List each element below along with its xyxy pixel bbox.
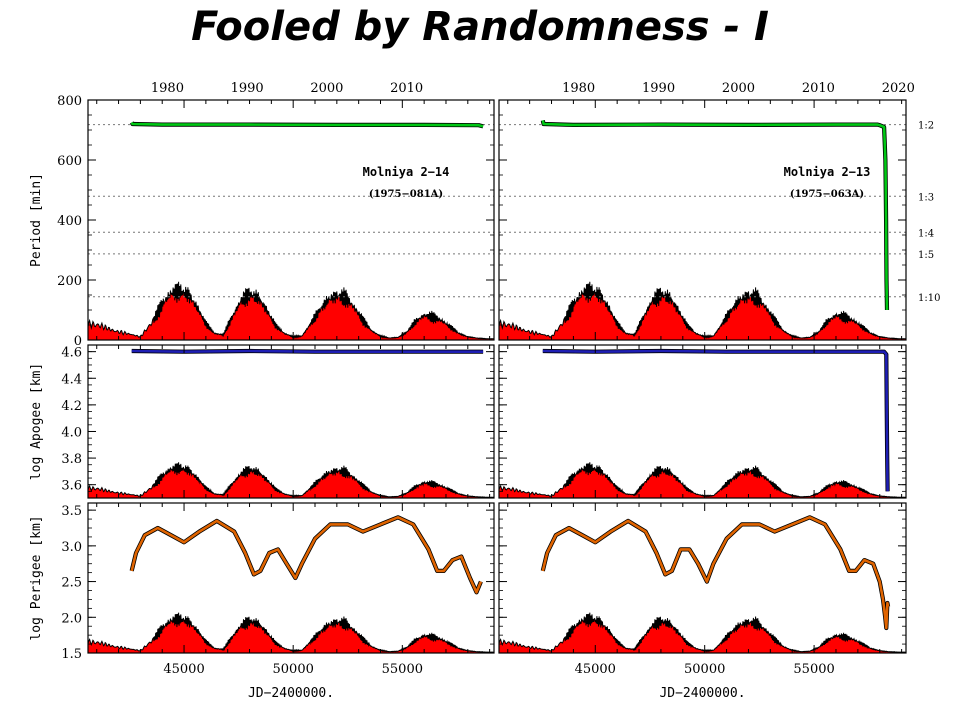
panel-perigee-left: 1.5 2.0 2.5 3.0 3.5 log Perigee [km] 45000 5000… xyxy=(29,502,495,701)
resonance-label: 1:3 xyxy=(918,192,934,203)
resonance-label: 1:5 xyxy=(918,250,934,261)
solar-activity-area xyxy=(87,462,495,499)
apogee-series-line xyxy=(542,349,889,492)
x-axis-label: JD−2400000. xyxy=(659,686,745,701)
series-outline xyxy=(540,515,891,631)
satellite-name: Molniya 2−14 xyxy=(363,165,450,179)
x-tick-label: 45000 xyxy=(163,662,204,677)
year-tick-label: 2000 xyxy=(722,81,755,96)
y-tick-label: 3.8 xyxy=(61,452,82,467)
panel-period-right: 1:2 1:3 1:4 1:5 1:10 1980 1990 2000 2010 2020 Moln… xyxy=(498,81,940,341)
year-tick-label: 2000 xyxy=(310,81,343,96)
year-tick-label: 2010 xyxy=(390,81,423,96)
x-tick-label: 50000 xyxy=(273,662,314,677)
y-tick-label: 200 xyxy=(57,274,82,289)
satellite-designation: (1975−081A) xyxy=(369,189,443,200)
period-series-line xyxy=(541,120,889,311)
x-tick-label: 55000 xyxy=(382,662,423,677)
satellite-name: Molniya 2−13 xyxy=(784,165,871,179)
perigee-series-line xyxy=(541,516,890,630)
plot-frame xyxy=(498,99,907,341)
panel-apogee-left: 3.6 3.8 4.0 4.2 4.4 4.6 log Apogee [km] xyxy=(29,344,495,499)
year-tick-label: 1980 xyxy=(562,81,595,96)
x-tick-label: 50000 xyxy=(684,662,725,677)
perigee-series-line xyxy=(130,516,483,594)
year-tick-label: 1990 xyxy=(642,81,675,96)
plot-frame xyxy=(498,502,907,654)
y-tick-label: 2.5 xyxy=(61,576,82,591)
y-tick-label: 4.4 xyxy=(61,372,82,387)
y-tick-label: 3.6 xyxy=(61,479,82,494)
y-tick-label: 800 xyxy=(57,94,82,109)
panel-perigee-right: 45000 50000 55000 JD−2400000. xyxy=(498,502,907,701)
solar-activity-area xyxy=(498,462,907,499)
plot-frame xyxy=(87,99,495,341)
y-tick-label: 2.0 xyxy=(61,611,82,626)
y-tick-label: 1.5 xyxy=(61,647,82,662)
y-axis-label: log Perigee [km] xyxy=(29,515,44,640)
solar-activity-area xyxy=(87,612,495,654)
resonance-label: 1:4 xyxy=(918,228,934,239)
x-axis-label: JD−2400000. xyxy=(248,686,334,701)
plot-frame xyxy=(87,344,495,499)
period-series-line xyxy=(130,121,484,128)
y-tick-label: 4.2 xyxy=(61,399,82,414)
y-tick-label: 3.0 xyxy=(61,540,82,555)
y-axis-label: log Apogee [km] xyxy=(29,363,44,480)
y-tick-label: 4.6 xyxy=(61,346,82,361)
satellite-designation: (1975−063A) xyxy=(790,189,864,200)
y-tick-label: 600 xyxy=(57,154,82,169)
y-axis-label: Period [min] xyxy=(29,173,44,267)
y-tick-label: 4.0 xyxy=(61,425,82,440)
panel-apogee-right xyxy=(498,344,907,499)
x-tick-label: 55000 xyxy=(793,662,834,677)
plot-frame xyxy=(87,502,495,654)
solar-activity-area xyxy=(498,281,907,341)
resonance-label: 1:2 xyxy=(918,121,934,132)
x-tick-label: 45000 xyxy=(575,662,616,677)
solar-activity-area xyxy=(87,281,495,341)
year-tick-label: 1990 xyxy=(231,81,264,96)
series-outline xyxy=(540,119,890,311)
year-tick-label: 2010 xyxy=(802,81,835,96)
year-tick-label: 1980 xyxy=(151,81,184,96)
y-tick-label: 0 xyxy=(74,334,82,349)
solar-activity-area xyxy=(498,612,907,654)
panel-period-left: 0 200 400 600 800 Period [min] 1980 1990 2000 201… xyxy=(29,81,495,349)
plot-frame xyxy=(498,344,907,499)
y-tick-label: 3.5 xyxy=(61,504,82,519)
slide-title: Fooled by Randomness - I xyxy=(191,4,769,50)
resonance-label: 1:10 xyxy=(918,293,940,304)
year-tick-label: 2020 xyxy=(882,81,915,96)
y-tick-label: 400 xyxy=(57,214,82,229)
